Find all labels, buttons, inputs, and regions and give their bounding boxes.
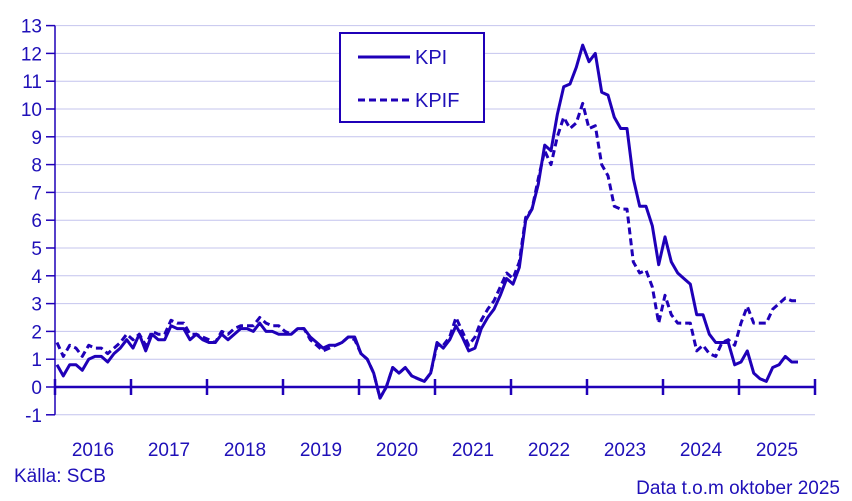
y-tick-label: 6 [31, 211, 42, 232]
x-tick-label: 2025 [756, 440, 798, 461]
y-tick-label: -1 [25, 406, 42, 427]
y-tick-label: 0 [31, 378, 42, 399]
y-tick-label: 12 [21, 44, 42, 65]
x-tick-label: 2018 [224, 440, 266, 461]
x-tick-label: 2017 [148, 440, 190, 461]
source-label: Källa: SCB [14, 466, 106, 487]
y-tick-label: 3 [31, 295, 42, 316]
legend-kpif-label: KPIF [415, 90, 459, 112]
y-tick-label: 4 [31, 267, 42, 288]
x-tick-label: 2019 [300, 440, 342, 461]
x-tick-label: 2024 [680, 440, 723, 461]
y-tick-label: 8 [31, 156, 42, 177]
series-lines [55, 43, 798, 400]
legend-kpi-label: KPI [415, 47, 447, 69]
x-tick-label: 2023 [604, 440, 646, 461]
y-tick-label: 11 [22, 72, 42, 93]
y-tick-label: 2 [31, 322, 42, 343]
y-tick-label: 10 [21, 100, 42, 121]
legend-box [339, 32, 485, 123]
series-kpi-line [55, 43, 798, 400]
x-tick-label: 2016 [72, 440, 114, 461]
x-axis: 2016 2017 2018 2019 2020 2021 2022 2023 2024 2025 [53, 379, 817, 461]
data-range-note: Data t.o.m oktober 2025 [636, 478, 840, 499]
y-tick-label: 7 [31, 183, 42, 204]
y-tick-label: 9 [31, 128, 42, 149]
x-tick-label: 2021 [452, 440, 494, 461]
x-tick-label: 2020 [376, 440, 418, 461]
y-tick-label: 1 [31, 350, 42, 371]
x-tick-label: 2022 [528, 440, 570, 461]
y-tick-label: 13 [21, 17, 42, 38]
series-kpif-line [55, 101, 798, 400]
legend: KPI KPIF [339, 32, 485, 123]
y-tick-label: 5 [31, 239, 42, 260]
